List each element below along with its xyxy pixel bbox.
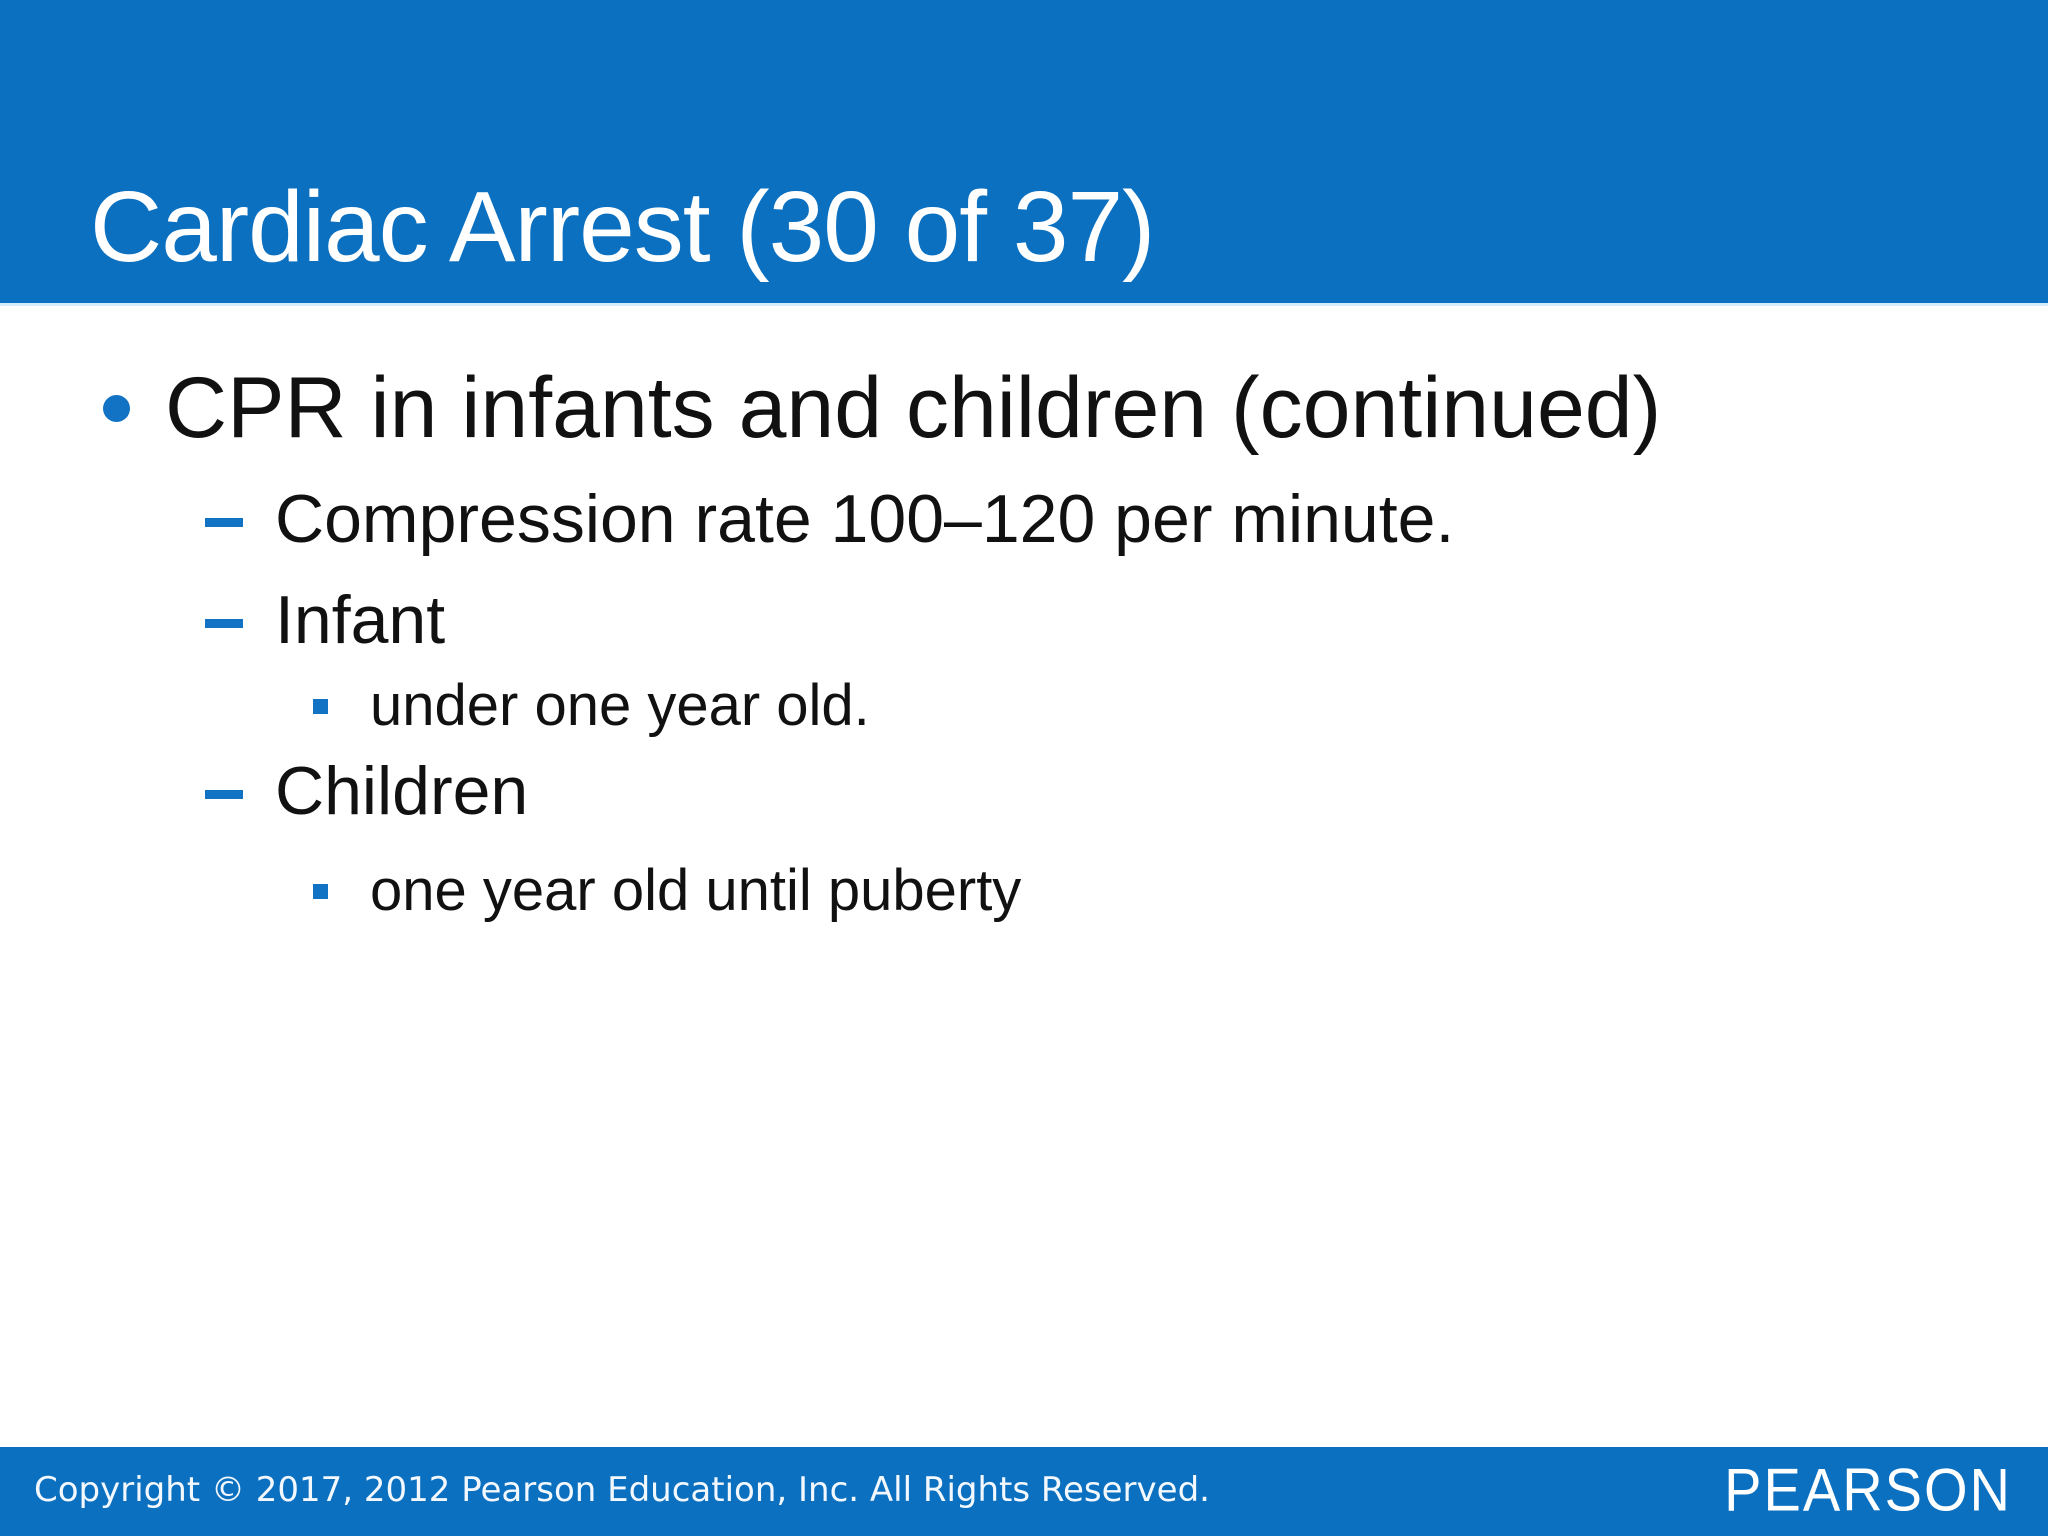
- dash-bullet-icon: [205, 619, 243, 628]
- bullet-text: Infant: [275, 582, 446, 658]
- bullet-text: Compression rate 100–120 per minute.: [275, 481, 1455, 557]
- bullet-text: Children: [275, 753, 529, 829]
- bullet-item: under one year old.: [0, 674, 2048, 738]
- pearson-logo: PEARSON: [1724, 1455, 2012, 1524]
- bullet-text: under one year old.: [370, 673, 870, 738]
- bullet-text: CPR in infants and children (continued): [165, 360, 1662, 456]
- copyright-text: Copyright © 2017, 2012 Pearson Education…: [34, 1469, 1210, 1510]
- square-bullet-icon: [313, 698, 328, 714]
- bullet-item: one year old until puberty: [0, 859, 2048, 923]
- bullet-item: Compression rate 100–120 per minute.: [0, 482, 2048, 557]
- square-bullet-icon: [313, 883, 328, 899]
- bullet-item: CPR in infants and children (continued): [0, 361, 2048, 456]
- dash-bullet-icon: [205, 518, 243, 527]
- slide-body: CPR in infants and children (continued) …: [0, 309, 2048, 923]
- page-title: Cardiac Arrest (30 of 37): [90, 171, 1155, 283]
- dash-bullet-icon: [205, 790, 243, 799]
- bullet-text: one year old until puberty: [370, 858, 1022, 923]
- bullet-dot-icon: [103, 395, 130, 422]
- slide-header: Cardiac Arrest (30 of 37): [0, 0, 2048, 306]
- slide-footer: Copyright © 2017, 2012 Pearson Education…: [0, 1447, 2048, 1536]
- bullet-item: Children: [0, 754, 2048, 829]
- bullet-item: Infant: [0, 583, 2048, 658]
